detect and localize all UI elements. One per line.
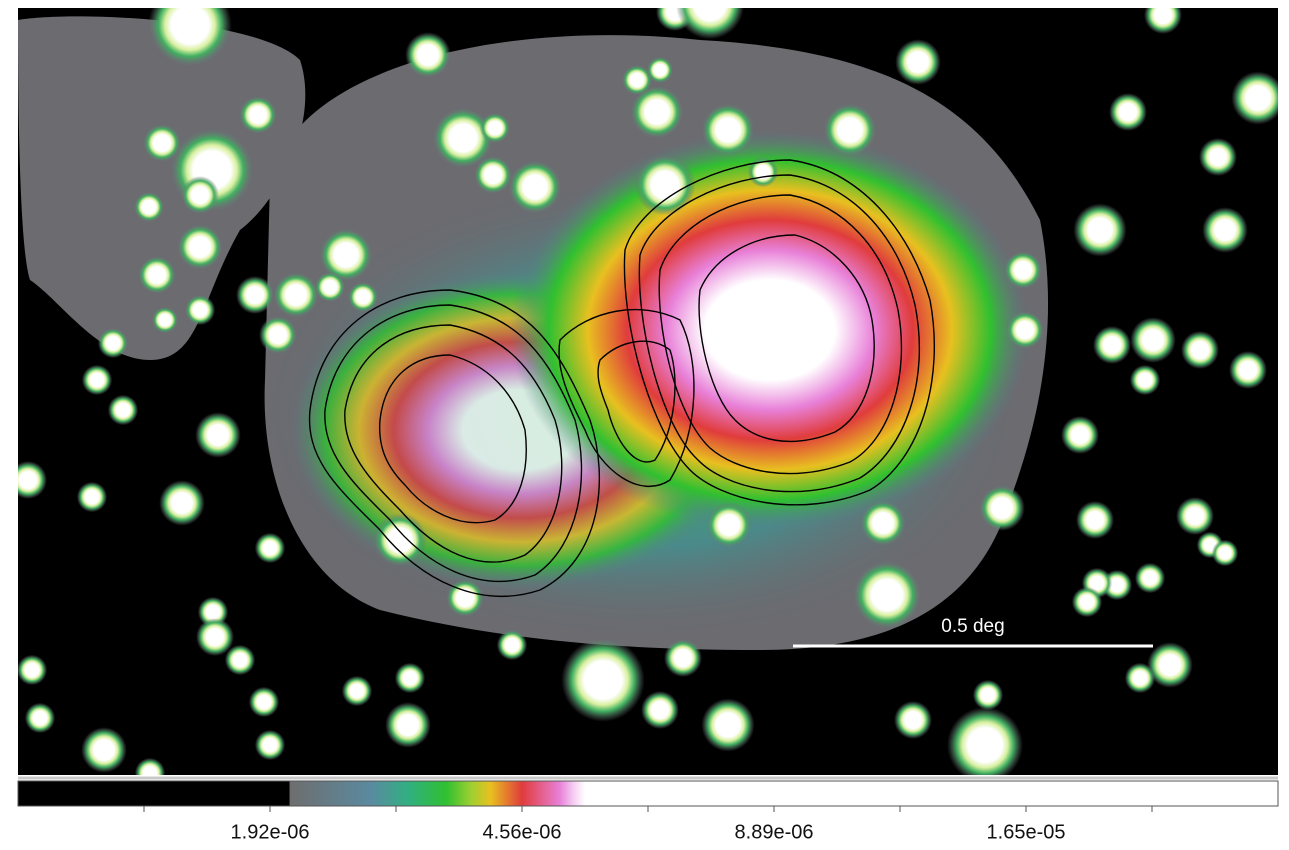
- point-source: [82, 365, 112, 395]
- point-source: [181, 176, 219, 214]
- point-source: [108, 395, 138, 425]
- point-source: [860, 500, 906, 546]
- point-source: [973, 680, 1003, 710]
- point-source: [273, 272, 319, 318]
- point-source: [706, 502, 752, 548]
- scale-bar-label: 0.5 deg: [941, 616, 1004, 637]
- point-source: [1135, 563, 1165, 593]
- point-source: [159, 480, 205, 526]
- point-source: [25, 703, 55, 733]
- figure: 0.5 deg 1.92e-06 4.56e-06 8.89e-06 1.65e-05: [0, 0, 1289, 850]
- point-source: [77, 482, 107, 512]
- point-source: [239, 96, 277, 134]
- point-source: [405, 32, 451, 78]
- point-source: [81, 727, 127, 773]
- point-source: [1202, 207, 1248, 253]
- point-source: [1212, 540, 1239, 567]
- point-source: [225, 645, 255, 675]
- colorbar-tick-label: 1.65e-05: [987, 821, 1066, 843]
- point-source: [1176, 497, 1214, 535]
- point-source: [1181, 331, 1219, 369]
- point-source: [152, 307, 179, 334]
- sky-image: 0.5 deg: [9, 0, 1285, 788]
- point-source: [823, 103, 876, 156]
- point-source: [195, 412, 241, 458]
- point-source: [701, 103, 754, 156]
- point-source: [259, 316, 297, 354]
- point-source: [641, 691, 679, 729]
- point-source: [1130, 365, 1160, 395]
- colorbar-tick-label: 1.92e-06: [231, 821, 310, 843]
- point-source: [1004, 251, 1042, 289]
- point-source: [1073, 203, 1126, 256]
- point-source: [255, 533, 285, 563]
- point-source: [255, 730, 285, 760]
- cluster-east: [510, 130, 1030, 530]
- point-source: [1061, 416, 1099, 454]
- point-source: [1229, 351, 1267, 389]
- point-source: [947, 707, 1023, 783]
- point-source: [635, 155, 696, 216]
- colorbar: [18, 781, 1278, 806]
- point-source: [17, 655, 47, 685]
- point-source: [664, 639, 702, 677]
- point-source: [143, 124, 181, 162]
- point-source: [249, 687, 279, 717]
- point-source: [561, 638, 645, 722]
- point-source: [1072, 587, 1102, 617]
- point-source: [1231, 71, 1284, 124]
- point-source: [385, 702, 431, 748]
- point-source: [395, 663, 425, 693]
- point-source: [446, 579, 484, 617]
- point-source: [98, 328, 128, 358]
- point-source: [895, 39, 941, 85]
- point-source: [1125, 663, 1155, 693]
- colorbar-tick-label: 8.89e-06: [735, 821, 814, 843]
- point-source: [1076, 501, 1114, 539]
- colorbar-labels: 1.92e-06 4.56e-06 8.89e-06 1.65e-05: [231, 821, 1066, 843]
- point-source: [894, 701, 932, 739]
- point-source: [647, 57, 674, 84]
- point-source: [474, 156, 512, 194]
- colorbar-ticks: [144, 806, 1152, 812]
- point-source: [979, 485, 1025, 531]
- point-source: [348, 282, 378, 312]
- point-source: [9, 461, 47, 499]
- point-source: [315, 272, 345, 302]
- point-source: [185, 295, 215, 325]
- point-source: [236, 276, 274, 314]
- point-source: [138, 256, 176, 294]
- colorbar-tick-label: 4.56e-06: [483, 821, 562, 843]
- point-source: [1093, 326, 1131, 364]
- point-source: [853, 561, 921, 629]
- point-source: [134, 192, 164, 222]
- point-source: [1199, 138, 1237, 176]
- point-source: [1130, 317, 1176, 363]
- point-source: [701, 698, 754, 751]
- page: 0.5 deg 1.92e-06 4.56e-06 8.89e-06 1.65e-05…: [0, 0, 1289, 850]
- point-source: [1006, 311, 1044, 349]
- point-source: [342, 676, 372, 706]
- point-source: [480, 113, 510, 143]
- point-source: [1109, 93, 1147, 131]
- point-source: [373, 513, 426, 566]
- point-source: [177, 224, 223, 270]
- point-source: [497, 630, 527, 660]
- point-source: [508, 160, 561, 213]
